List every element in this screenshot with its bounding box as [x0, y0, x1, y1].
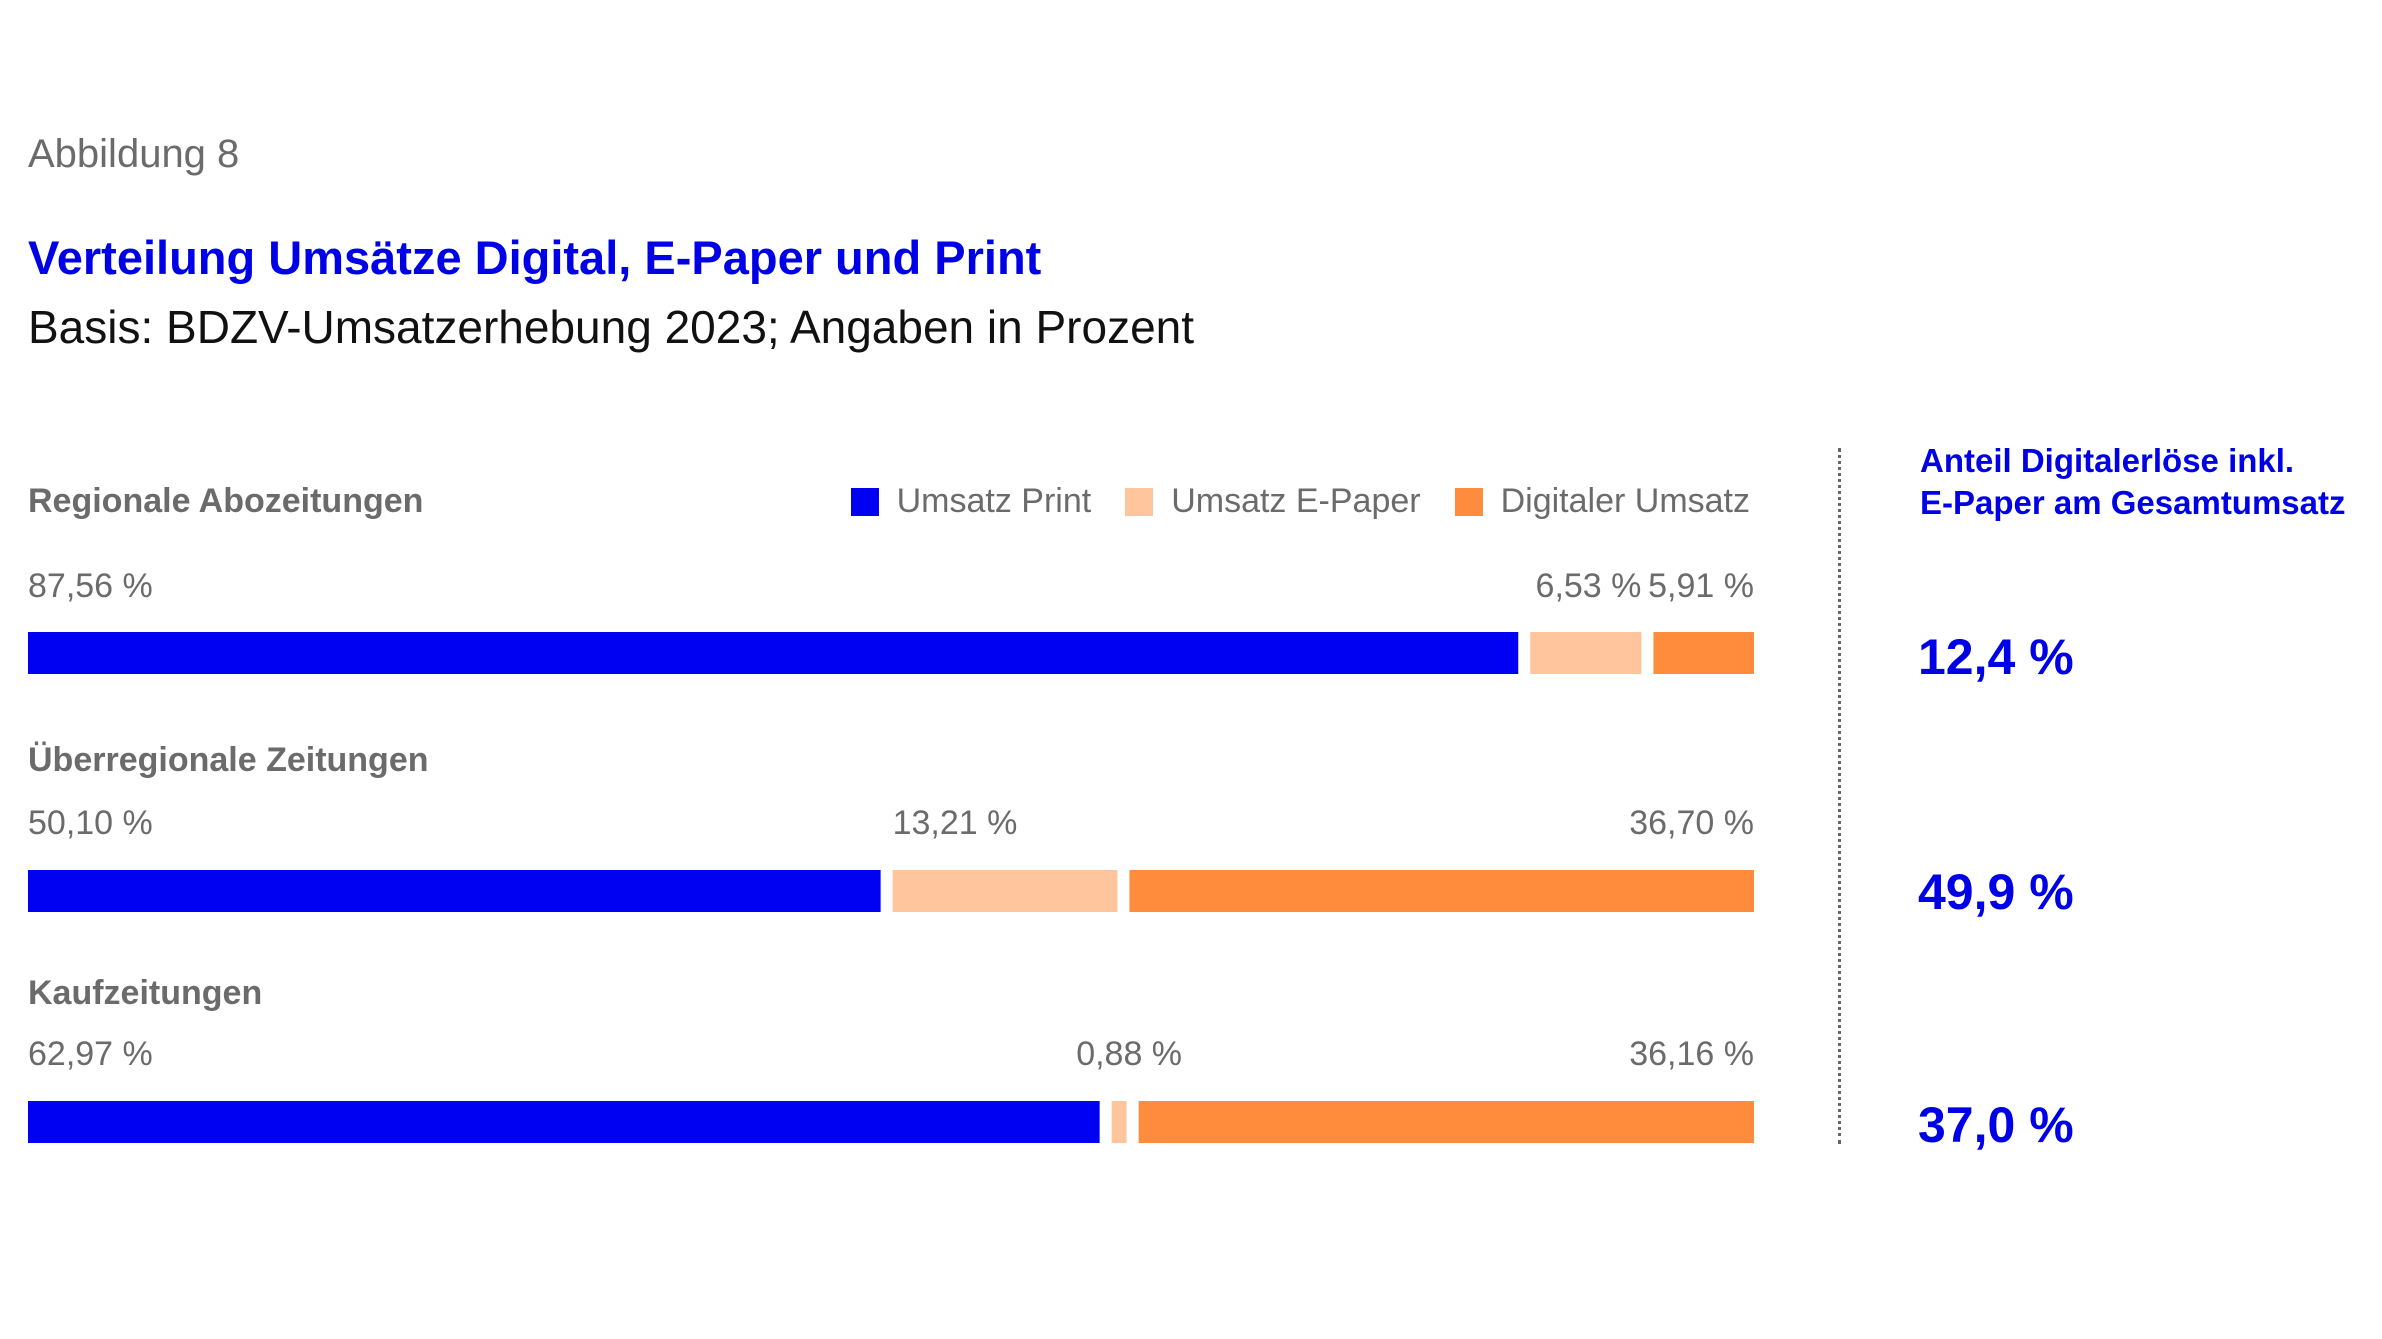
legend-item-digital: Digitaler Umsatz — [1454, 482, 1750, 521]
legend-item-epaper: Umsatz E-Paper — [1125, 482, 1421, 521]
digital-share-regionale: 12,4 % — [1918, 629, 2074, 685]
value-label-epaper-kaufzeitungen: 0,88 % — [1076, 1035, 1182, 1073]
value-label-digital-ueberregionale-zeitungen: 36,70 % — [1629, 804, 1754, 842]
legend-label-print: Umsatz Print — [896, 482, 1092, 520]
bar-print-ueberregionale-zeitungen — [28, 870, 881, 912]
bar-digital-kaufzeitungen — [1138, 1101, 1754, 1143]
category-label-regionale-abozeitungen: Regionale Abozeitungen — [28, 482, 423, 520]
chart-subtitle: Basis: BDZV-Umsatzerhebung 2023; Angaben… — [28, 301, 1195, 353]
value-label-print-kaufzeitungen: 62,97 % — [28, 1035, 153, 1073]
legend-swatch-print — [850, 487, 879, 516]
value-label-epaper-ueberregionale-zeitungen: 13,21 % — [893, 804, 1018, 842]
value-label-digital-kaufzeitungen: 36,16 % — [1629, 1035, 1754, 1073]
bar-epaper-ueberregionale-zeitungen — [892, 870, 1118, 912]
figure-label: Abbildung 8 — [28, 132, 240, 176]
bar-digital-regionale-abozeitungen — [1653, 632, 1754, 674]
legend-label-epaper: Umsatz E-Paper — [1171, 482, 1421, 520]
digital-share-kaufzeitungen: 37,0 % — [1918, 1097, 2074, 1153]
category-label-kaufzeitungen: Kaufzeitungen — [28, 974, 262, 1012]
bar-print-regionale-abozeitungen — [28, 632, 1519, 674]
legend-swatch-epaper — [1125, 487, 1154, 516]
bar-print-kaufzeitungen — [28, 1101, 1100, 1143]
value-label-epaper-regionale-abozeitungen: 6,53 % — [1536, 567, 1642, 605]
value-label-digital-regionale-abozeitungen: 5,91 % — [1648, 567, 1754, 605]
value-label-print-regionale-abozeitungen: 87,56 % — [28, 567, 153, 605]
category-label-ueberregionale-zeitungen: Überregionale Zeitungen — [28, 741, 429, 779]
digital-share-ueberregionale: 49,9 % — [1918, 864, 2074, 920]
divider-line — [1838, 448, 1841, 1144]
legend-item-print: Umsatz Print — [850, 482, 1092, 521]
side-panel-header-line-1: Anteil Digitalerlöse inkl. — [1920, 442, 2295, 479]
chart-title: Verteilung Umsätze Digital, E-Paper und … — [28, 231, 1042, 284]
bar-epaper-regionale-abozeitungen — [1530, 632, 1642, 674]
value-label-print-ueberregionale-zeitungen: 50,10 % — [28, 804, 153, 842]
legend-label-digital: Digitaler Umsatz — [1500, 482, 1750, 520]
legend: Umsatz Print Umsatz E-Paper Digitaler Um… — [850, 482, 1750, 521]
bar-epaper-kaufzeitungen — [1111, 1101, 1127, 1143]
side-panel-header: Anteil Digitalerlöse inkl. E-Paper am Ge… — [1920, 440, 2346, 524]
bar-digital-ueberregionale-zeitungen — [1129, 870, 1754, 912]
legend-swatch-digital — [1454, 487, 1483, 516]
side-panel-header-line-2: E-Paper am Gesamtumsatz — [1920, 484, 2346, 521]
